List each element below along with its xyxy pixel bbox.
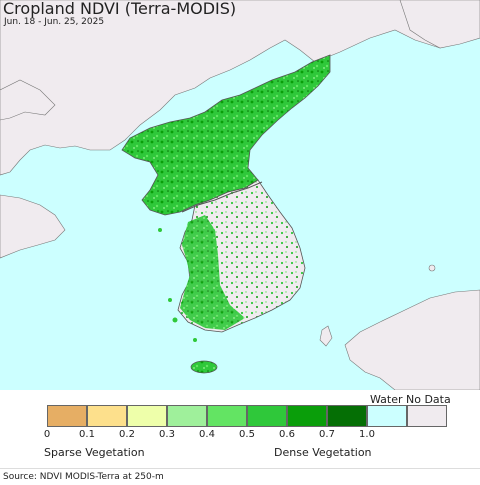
jeju-island [190, 360, 218, 374]
legend-swatch [287, 405, 327, 427]
legend-swatch [167, 405, 207, 427]
sparse-vegetation-label: Sparse Vegetation [44, 446, 145, 459]
legend-tick-label: 0 [43, 429, 51, 440]
legend-swatch [47, 405, 87, 427]
russia-landmass [399, 0, 480, 49]
legend-swatch [367, 405, 407, 427]
footer: Source: NDVI MODIS-Terra at 250-m [0, 468, 480, 485]
legend-panel: Water No Data [0, 390, 480, 468]
source-credit: Source: NDVI MODIS-Terra at 250-m [3, 472, 164, 482]
legend-tick-label: 0.3 [159, 429, 175, 440]
liaodong-landmass [0, 79, 56, 121]
nodata-label: No Data [406, 393, 451, 406]
legend-swatch-nodata [407, 405, 447, 427]
legend-tick-label: 0.1 [79, 429, 95, 440]
legend-swatch [327, 405, 367, 427]
map-svg [0, 0, 480, 391]
legend-tick-label: 0.7 [319, 429, 335, 440]
legend-tick-label: 0.5 [239, 429, 255, 440]
north-korea-landmass [121, 54, 331, 216]
legend-tick-label: 0.2 [119, 429, 135, 440]
dmz-border-line [181, 181, 263, 213]
date-range: Jun. 18 - Jun. 25, 2025 [4, 17, 105, 27]
map-title: Cropland NDVI (Terra-MODIS) [3, 0, 237, 18]
japan-landmass [344, 289, 480, 391]
legend-tick-label: 0.6 [279, 429, 295, 440]
south-korea-west-cropland [180, 215, 245, 330]
western-island [193, 338, 197, 342]
dense-vegetation-label: Dense Vegetation [274, 446, 372, 459]
legend-tick-label: 0.4 [199, 429, 215, 440]
legend-tick-label: 1.0 [359, 429, 375, 440]
tsushima-island [319, 325, 333, 347]
water-label: Water [370, 393, 403, 406]
legend-swatch [127, 405, 167, 427]
ndvi-map: Cropland NDVI (Terra-MODIS) Jun. 18 - Ju… [0, 0, 480, 391]
shandong-landmass [0, 194, 66, 259]
legend-swatch [247, 405, 287, 427]
western-island [158, 228, 162, 232]
western-island [172, 317, 178, 323]
china-landmass [0, 0, 480, 176]
ulleungdo-island [428, 264, 436, 272]
western-island [168, 298, 172, 302]
legend-swatch [207, 405, 247, 427]
legend-swatch [87, 405, 127, 427]
